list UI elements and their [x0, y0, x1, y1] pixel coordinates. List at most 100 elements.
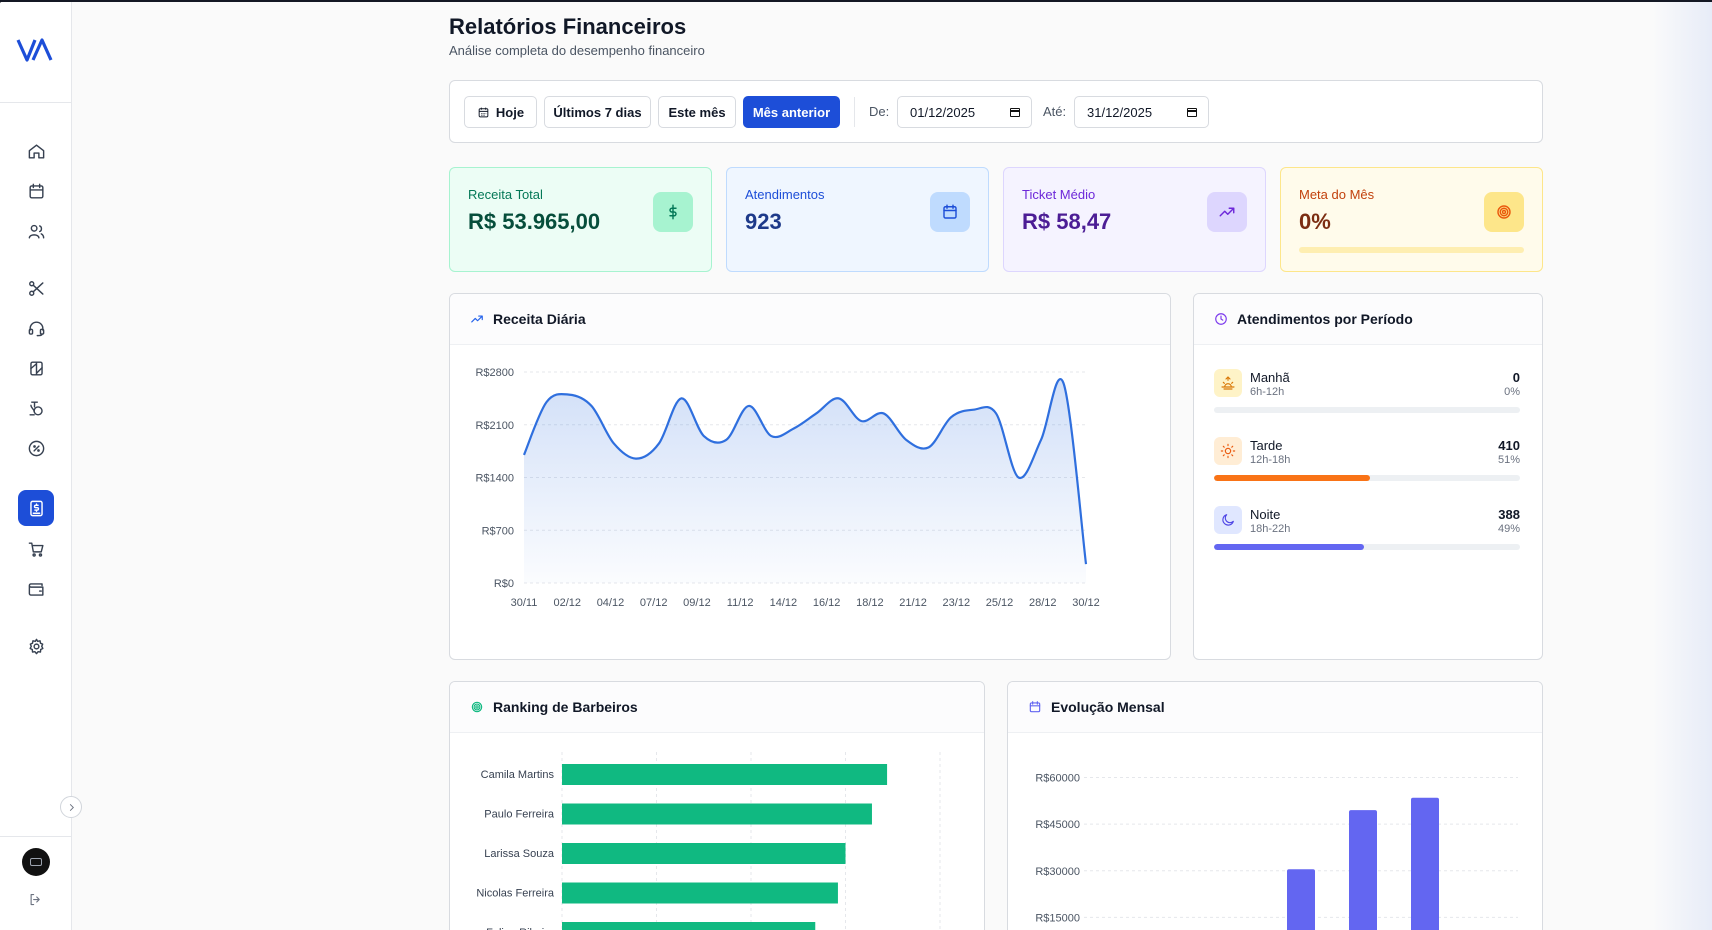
avatar[interactable] — [22, 848, 50, 876]
filter-this-month-button[interactable]: Este mês — [658, 96, 736, 128]
period-night-icon-box — [1214, 506, 1242, 534]
x-tick-label: 16/12 — [813, 597, 841, 609]
period-header: Atendimentos por Período — [1194, 294, 1542, 345]
scissors-icon — [28, 280, 44, 296]
stat-goal-icon-box — [1484, 192, 1524, 232]
barber-bar — [562, 843, 846, 864]
clock-icon — [1215, 313, 1227, 325]
sidebar-item-products[interactable] — [18, 350, 54, 386]
x-tick-label: 30/11 — [511, 597, 538, 609]
barber-bar — [562, 764, 888, 785]
stat-revenue-value: R$ 53.965,00 — [468, 209, 601, 234]
period-panel: Atendimentos por Período Manhã 6h-12h 0 … — [1193, 293, 1543, 660]
stat-goal-value: 0% — [1299, 209, 1331, 234]
y-tick-label: R$45000 — [1035, 819, 1080, 831]
period-morning-icon-box — [1214, 369, 1242, 397]
period-morning-pct: 0% — [1504, 386, 1520, 398]
monthly-panel: Evolução Mensal R$60000 R$45000 R$30000 R$1… — [1007, 681, 1543, 930]
stat-ticket-icon-box — [1207, 192, 1247, 232]
period-afternoon-count: 410 — [1498, 438, 1520, 453]
monthly-title: Evolução Mensal — [1051, 699, 1165, 715]
monthly-header: Evolução Mensal — [1008, 682, 1542, 733]
y-tick-label: R$15000 — [1035, 912, 1080, 924]
sidebar-item-services[interactable] — [18, 270, 54, 306]
barber-bar — [562, 803, 872, 825]
barber-label: Camila Martins — [481, 769, 555, 781]
stat-revenue-label: Receita Total — [468, 187, 543, 202]
period-title: Atendimentos por Período — [1237, 311, 1413, 327]
background-glow — [1652, 2, 1712, 930]
sidebar-collapse-toggle[interactable] — [60, 796, 82, 818]
headset-icon — [28, 320, 44, 336]
filter-today-button[interactable]: Hoje — [464, 96, 537, 128]
x-tick-label: 21/12 — [899, 597, 927, 609]
period-afternoon-icon-box — [1214, 437, 1242, 465]
trending-up-icon — [471, 315, 483, 323]
monthly-chart: R$60000 R$45000 R$30000 R$15000 — [1035, 773, 1518, 930]
x-tick-label: 14/12 — [770, 597, 798, 609]
period-afternoon-range: 12h-18h — [1250, 454, 1291, 466]
filter-last7-label: Últimos 7 dias — [553, 104, 642, 120]
sidebar-item-clients[interactable] — [18, 213, 54, 249]
calendar-icon — [478, 107, 489, 117]
date-to-value: 31/12/2025 — [1087, 104, 1153, 120]
period-night-fill — [1214, 544, 1364, 550]
sidebar-item-commissions[interactable] — [18, 390, 54, 426]
calendar-icon — [1029, 701, 1041, 713]
period-night-name: Noite — [1250, 507, 1281, 522]
calendar-icon — [1187, 108, 1197, 117]
calendar-icon — [28, 183, 44, 199]
sidebar-item-sales[interactable] — [18, 531, 54, 567]
barber-label: Larissa Souza — [484, 848, 555, 860]
date-filter-bar: Hoje Últimos 7 dias Este mês Mês anterio… — [449, 80, 1543, 143]
barber-label: Nicolas Ferreira — [476, 888, 555, 900]
barber-bar — [562, 882, 838, 904]
barber-bar — [562, 922, 816, 930]
x-tick-label: 28/12 — [1029, 597, 1057, 609]
period-morning-count: 0 — [1512, 370, 1520, 385]
sidebar-divider — [0, 836, 72, 837]
sidebar-item-support[interactable] — [18, 310, 54, 346]
users-icon — [28, 224, 44, 239]
calendar-icon — [1010, 108, 1020, 117]
stat-revenue-icon-box — [653, 192, 693, 232]
daily-revenue-panel: Receita Diária R$2800 R$2100 R$1400 R$700 R$… — [449, 293, 1171, 660]
sidebar-item-home[interactable] — [18, 133, 54, 169]
stat-appointments-icon-box — [930, 192, 970, 232]
sidebar-item-financial-reports[interactable] — [18, 490, 54, 526]
period-afternoon-fill — [1214, 475, 1371, 481]
daily-revenue-title: Receita Diária — [493, 311, 586, 327]
stat-goal-label: Meta do Mês — [1299, 187, 1375, 202]
date-from-input[interactable]: 01/12/2025 — [897, 96, 1032, 128]
sidebar-item-discounts[interactable] — [18, 430, 54, 466]
sun-icon — [1220, 443, 1236, 459]
period-night-range: 18h-22h — [1250, 523, 1291, 535]
logout-button[interactable] — [24, 888, 46, 910]
sidebar-item-calendar[interactable] — [18, 173, 54, 209]
x-tick-label: 07/12 — [640, 597, 668, 609]
month-bar — [1411, 797, 1439, 930]
period-row-night: Noite 18h-22h 388 49% — [1214, 506, 1520, 562]
stat-card-goal: Meta do Mês 0% — [1280, 167, 1543, 272]
filter-last7-button[interactable]: Últimos 7 dias — [544, 96, 651, 128]
x-tick-label: 30/12 — [1072, 597, 1100, 609]
sidebar-item-wallet[interactable] — [18, 571, 54, 607]
stat-card-revenue: Receita Total R$ 53.965,00 — [449, 167, 712, 272]
x-tick-label: 09/12 — [683, 597, 711, 609]
logout-icon — [30, 893, 40, 905]
x-tick-label: 23/12 — [943, 597, 971, 609]
barber-label: Paulo Ferreira — [484, 809, 555, 821]
date-to-input[interactable]: 31/12/2025 — [1074, 96, 1209, 128]
sidebar-item-settings[interactable] — [18, 628, 54, 664]
period-morning-track — [1214, 407, 1520, 413]
stat-appointments-value: 923 — [745, 209, 782, 234]
avatar-image — [30, 858, 42, 866]
filter-separator — [854, 97, 855, 127]
sidebar — [0, 2, 72, 930]
period-night-pct: 49% — [1497, 523, 1520, 535]
target-icon — [1497, 205, 1511, 219]
y-tick-label: R$700 — [482, 525, 514, 537]
brand-logo[interactable] — [16, 36, 56, 64]
filter-last-month-button[interactable]: Mês anterior — [743, 96, 840, 128]
ranking-header: Ranking de Barbeiros — [450, 682, 984, 733]
